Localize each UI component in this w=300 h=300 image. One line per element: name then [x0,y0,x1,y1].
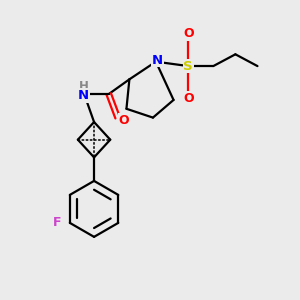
Text: O: O [183,27,194,40]
Text: O: O [118,114,129,127]
Text: S: S [184,60,193,73]
Text: N: N [152,54,163,67]
Text: O: O [183,92,194,105]
Text: N: N [78,89,89,102]
Text: F: F [52,216,61,230]
Text: H: H [79,80,89,93]
